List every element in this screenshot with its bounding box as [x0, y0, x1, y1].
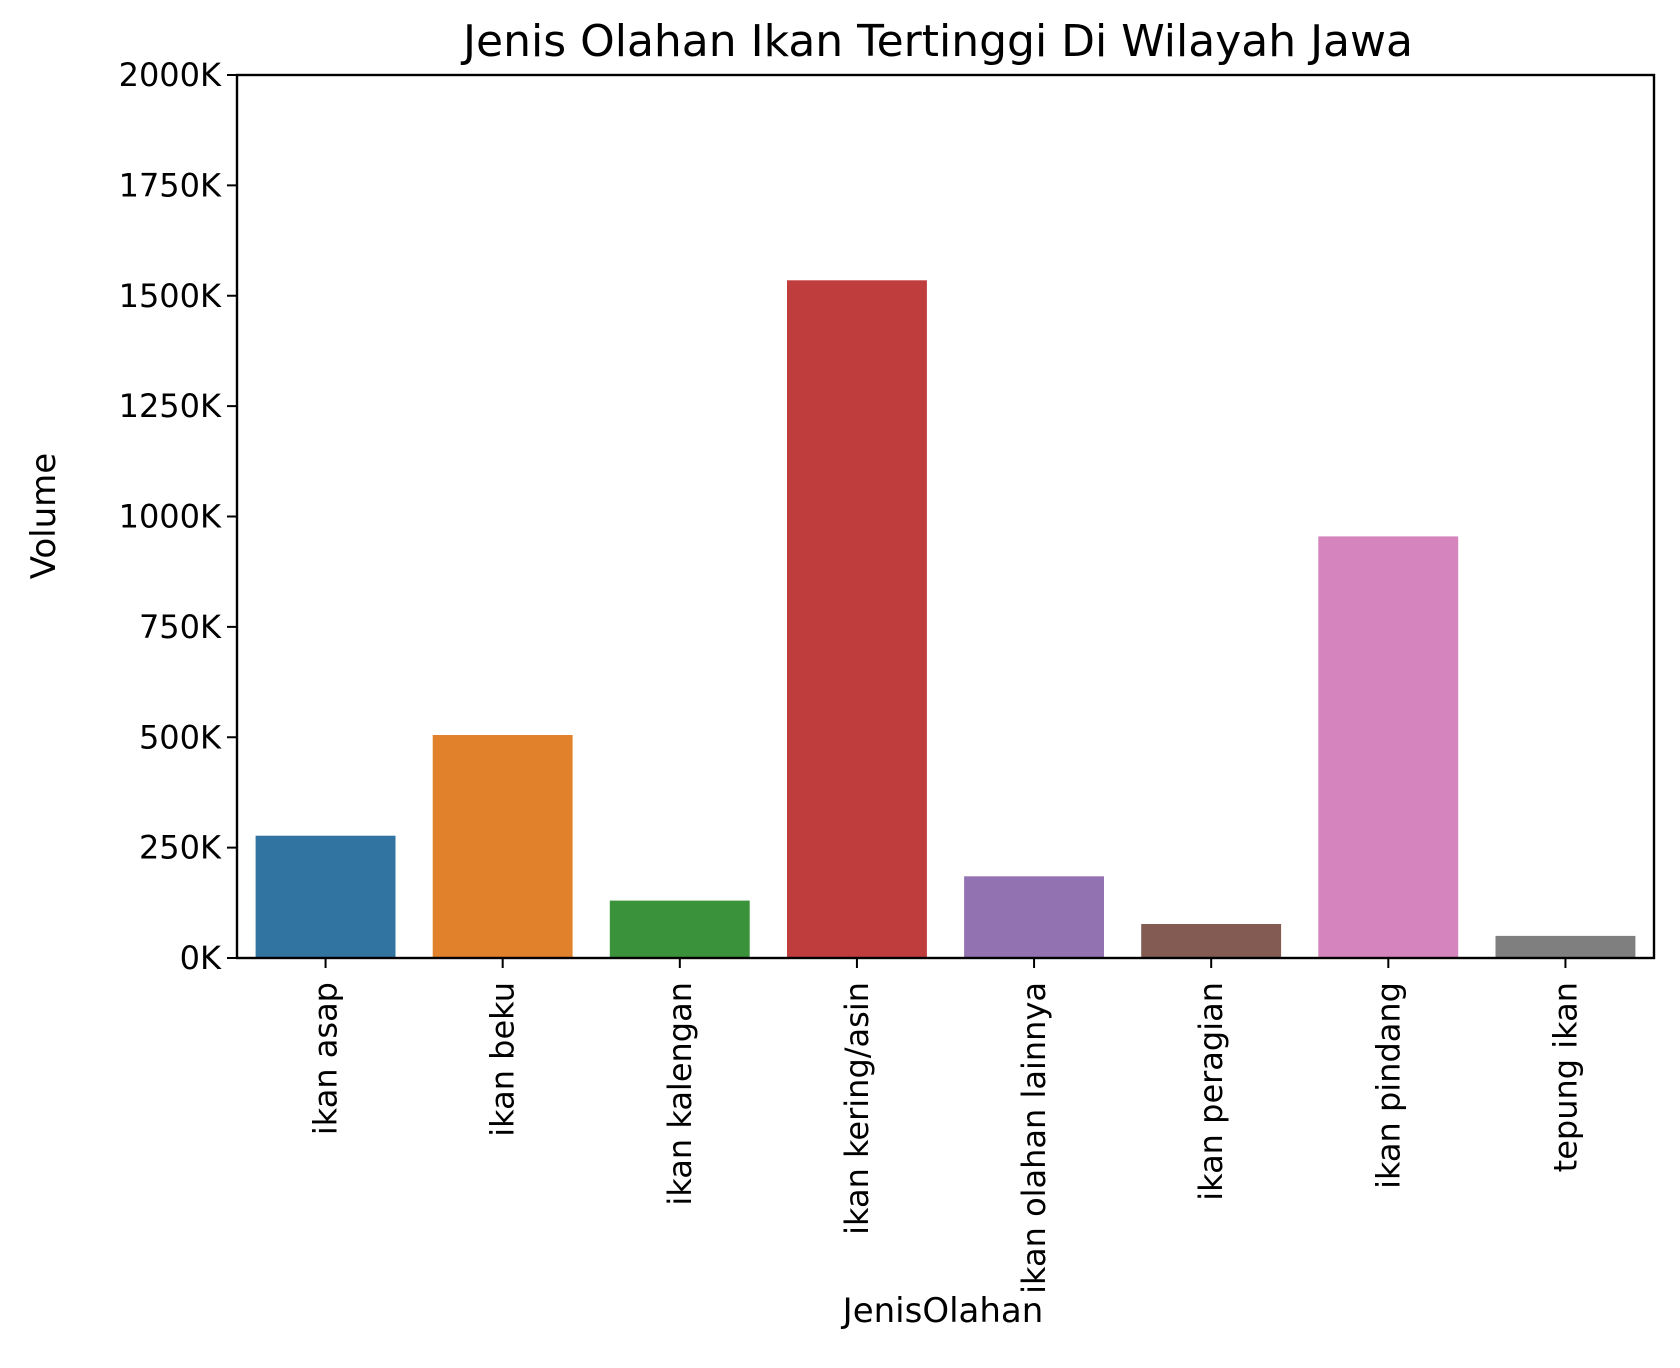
x-axis-ticks: ikan asap ikan beku ikan kalengan ikan keri… — [307, 958, 1584, 1294]
bar-ikan-peragian — [1141, 924, 1282, 958]
bar-ikan-olahan-lainnya — [964, 876, 1104, 958]
chart-title: Jenis Olahan Ikan Tertinggi Di Wilayah J… — [460, 16, 1413, 67]
y-tick-label: 0K — [180, 939, 222, 977]
axes-frame — [235, 73, 1656, 960]
x-tick-label: ikan pindang — [1369, 982, 1407, 1189]
y-axis-label: Volume — [24, 453, 64, 579]
x-tick-label: ikan kering/asin — [838, 982, 876, 1235]
y-tick-label: 1250K — [119, 387, 222, 425]
bar-ikan-beku — [432, 735, 573, 958]
x-tick-label: ikan peragian — [1192, 982, 1230, 1201]
y-tick-label: 1500K — [119, 277, 222, 315]
bar-ikan-kalengan — [609, 900, 750, 958]
bar-tepung-ikan — [1495, 935, 1636, 958]
x-tick-label: tepung ikan — [1546, 982, 1584, 1172]
y-tick-label: 1750K — [119, 166, 222, 204]
bar-ikan-asap — [255, 835, 396, 958]
y-tick-label: 500K — [139, 718, 222, 756]
y-tick-label: 750K — [139, 608, 222, 646]
y-tick-label: 2000K — [119, 56, 222, 94]
y-axis-ticks: 0K 250K 500K 750K 1000K 1250K 1500K 1750K 2000K — [119, 56, 237, 977]
x-tick-label: ikan kalengan — [661, 982, 699, 1206]
bars-group — [255, 280, 1636, 958]
x-axis-label: JenisOlahan — [841, 1291, 1044, 1331]
y-tick-label: 250K — [139, 829, 222, 867]
bar-ikan-pindang — [1318, 536, 1459, 958]
x-tick-label: ikan beku — [484, 982, 522, 1137]
y-tick-label: 1000K — [119, 498, 222, 536]
bar-ikan-kering-asin — [787, 280, 927, 958]
x-tick-label: ikan olahan lainnya — [1015, 982, 1053, 1294]
x-tick-label: ikan asap — [307, 982, 345, 1135]
